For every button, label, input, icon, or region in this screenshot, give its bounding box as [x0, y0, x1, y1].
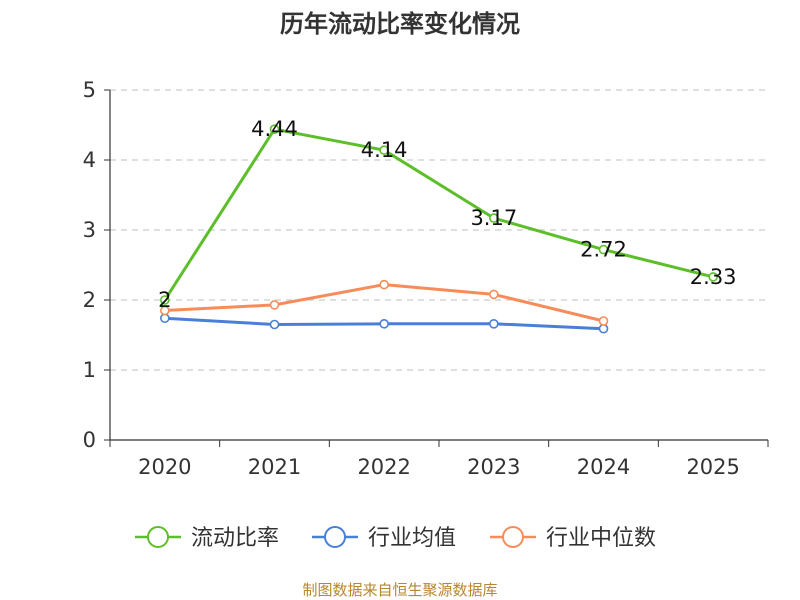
series-group — [160, 124, 718, 334]
data-label: 3.17 — [470, 206, 517, 230]
legend-label: 行业中位数 — [546, 526, 656, 551]
series-line — [164, 283, 604, 323]
y-tick-label: 4 — [83, 148, 96, 172]
data-point[interactable] — [160, 305, 170, 316]
legend[interactable]: 流动比率 行业均值 行业中位数 — [135, 526, 656, 551]
data-point[interactable] — [598, 316, 609, 326]
data-point[interactable] — [379, 145, 389, 155]
legend-item[interactable]: 行业均值 — [312, 526, 456, 551]
x-tick-label: 2021 — [248, 455, 301, 479]
y-tick-label: 1 — [83, 358, 96, 382]
axes: 0 1 2 3 4 5 2020 2021 2022 2023 2024 2025 — [83, 78, 769, 479]
source-note: 制图数据来自恒生聚源数据库 — [302, 581, 497, 599]
legend-marker — [502, 526, 524, 548]
legend-item[interactable]: 行业中位数 — [490, 526, 656, 551]
series-line — [163, 127, 714, 301]
x-tick-label: 2024 — [577, 455, 630, 479]
data-point[interactable] — [269, 319, 280, 330]
data-label: 2.33 — [690, 265, 737, 289]
y-tick-label: 5 — [83, 78, 96, 102]
y-tick-label: 2 — [83, 288, 96, 312]
data-label: 4.14 — [361, 138, 408, 162]
chart-title: 历年流动比率变化情况 — [280, 10, 520, 38]
data-point[interactable] — [489, 318, 499, 329]
data-point[interactable] — [708, 272, 718, 282]
legend-item[interactable]: 流动比率 — [135, 526, 279, 551]
data-point[interactable] — [160, 295, 170, 305]
legend-label: 流动比率 — [191, 526, 279, 551]
legend-label: 行业均值 — [368, 526, 456, 551]
data-point[interactable] — [489, 289, 499, 300]
data-labels: 2 4.44 4.14 3.17 2.72 2.33 — [158, 117, 736, 312]
data-point[interactable] — [489, 213, 499, 223]
legend-marker — [324, 526, 346, 548]
data-point[interactable] — [379, 318, 389, 329]
data-label: 2 — [158, 288, 171, 312]
data-point[interactable] — [269, 124, 280, 134]
data-label: 4.44 — [251, 117, 298, 141]
x-tick-label: 2022 — [357, 455, 410, 479]
x-tick-label: 2020 — [138, 455, 191, 479]
data-label: 2.72 — [580, 238, 627, 262]
x-tick-label: 2025 — [686, 455, 739, 479]
data-point[interactable] — [598, 244, 609, 255]
y-tick-label: 3 — [83, 218, 96, 242]
legend-marker — [147, 526, 169, 548]
data-point[interactable] — [269, 300, 280, 310]
data-point[interactable] — [379, 279, 389, 290]
x-tick-label: 2023 — [467, 455, 520, 479]
data-point[interactable] — [598, 323, 609, 334]
data-point[interactable] — [160, 313, 170, 324]
y-tick-label: 0 — [83, 428, 96, 452]
